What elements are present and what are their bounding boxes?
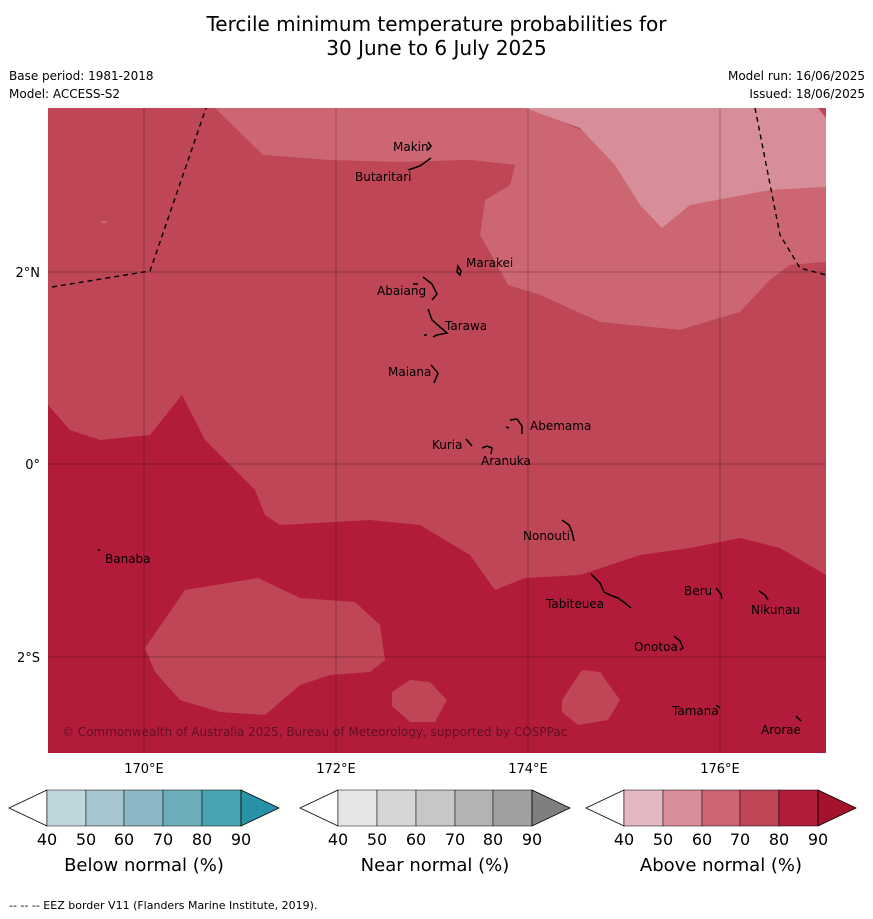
- place-abemama: Abemama: [530, 419, 591, 433]
- colorbar-above-tick: 50: [653, 830, 673, 849]
- colorbar-below-tick: 40: [37, 830, 57, 849]
- lon-label-176: 176°E: [700, 762, 740, 777]
- colorbar-below: 40 50 60 70 80 90 Below normal (%): [8, 789, 280, 876]
- colorbar-above-high: [817, 789, 857, 827]
- axis-labels: 170°E 172°E 174°E 176°E 2°N 0° 2°S: [16, 266, 740, 777]
- colorbar-above-tick: 90: [808, 830, 828, 849]
- colorbar-below-low: [8, 789, 48, 827]
- graticule: [48, 108, 826, 753]
- map-speck: [101, 220, 107, 224]
- colorbar-near-tick: 70: [445, 830, 465, 849]
- lat-label-2s: 2°S: [17, 651, 40, 666]
- colorbar-near-tick: 80: [483, 830, 503, 849]
- map-patch-80-west: [145, 578, 385, 715]
- meta-right: Model run: 16/06/2025 Issued: 18/06/2025: [728, 67, 865, 103]
- map-patch-80-east: [562, 670, 620, 725]
- colorbar-near-tick: 40: [328, 830, 348, 849]
- place-banaba: Banaba: [105, 552, 151, 566]
- place-tamana: Tamana: [671, 704, 719, 718]
- issued-date: Issued: 18/06/2025: [749, 87, 865, 101]
- colorbar-below-seg: [46, 789, 87, 827]
- colorbar-near-seg: [454, 789, 494, 827]
- model-run: Model run: 16/06/2025: [727, 69, 865, 83]
- colorbar-below-tick: 60: [114, 830, 134, 849]
- colorbar-below-tick: 50: [76, 830, 96, 849]
- colorbar-below-tick: 70: [153, 830, 173, 849]
- colorbar-near-seg: [492, 789, 533, 827]
- island-outlines: [97, 141, 802, 722]
- colorbar-below-high: [240, 789, 280, 827]
- colorbar-near-low: [299, 789, 339, 827]
- place-tarawa: Tarawa: [444, 319, 487, 333]
- base-period: Base period: 1981-2018: [9, 69, 154, 83]
- title-line-2: 30 June to 6 July 2025: [326, 36, 547, 60]
- colorbar-near-title: Near normal (%): [361, 855, 510, 876]
- map-fill-70: [215, 108, 826, 330]
- place-tabiteuea: Tabiteuea: [545, 597, 604, 611]
- place-beru: Beru: [684, 584, 712, 598]
- place-onotoa: Onotoa: [634, 640, 678, 654]
- map-fill-60: [525, 108, 826, 228]
- colorbar-above-seg: [739, 789, 780, 827]
- place-makin: Makin: [393, 140, 429, 154]
- map-title: Tercile minimum temperature probabilitie…: [0, 12, 873, 60]
- title-line-1: Tercile minimum temperature probabilitie…: [206, 12, 667, 36]
- colorbar-above-tick: 40: [614, 830, 634, 849]
- colorbar-above-tick: 80: [769, 830, 789, 849]
- lon-label-172: 172°E: [316, 762, 356, 777]
- colorbar-above-low: [585, 789, 625, 827]
- colorbar-above-seg: [623, 789, 664, 827]
- place-aranuka: Aranuka: [481, 454, 531, 468]
- colorbar-below-seg: [85, 789, 125, 827]
- lon-label-174: 174°E: [508, 762, 548, 777]
- place-marakei: Marakei: [466, 256, 513, 270]
- colorbar-above-tick: 70: [730, 830, 750, 849]
- meta-left: Base period: 1981-2018 Model: ACCESS-S2: [9, 67, 154, 103]
- lon-label-170: 170°E: [124, 762, 164, 777]
- place-labels: Makin Butaritari Marakei Abaiang Tarawa …: [105, 140, 801, 737]
- colorbar-above-seg: [701, 789, 741, 827]
- lat-label-2n: 2°N: [16, 266, 41, 281]
- colorbar-below-title: Below normal (%): [64, 855, 224, 876]
- colorbar-above-seg: [778, 789, 819, 827]
- colorbar-below-seg: [201, 789, 242, 827]
- colorbar-above: 40 50 60 70 80 90 Above normal (%): [585, 789, 857, 876]
- lat-label-0: 0°: [25, 458, 40, 473]
- colorbar-above-tick: 60: [692, 830, 712, 849]
- colorbar-near-seg: [415, 789, 456, 827]
- place-nonouti: Nonouti: [523, 529, 570, 543]
- model-name: Model: ACCESS-S2: [9, 87, 121, 101]
- colorbar-below-seg: [123, 789, 164, 827]
- probability-map: Makin Butaritari Marakei Abaiang Tarawa …: [48, 108, 826, 753]
- eez-footnote: -- -- -- EEZ border V11 (Flanders Marine…: [9, 899, 318, 912]
- colorbar-above-seg: [662, 789, 703, 827]
- place-nikunau: Nikunau: [751, 603, 800, 617]
- colorbar-above-title: Above normal (%): [640, 855, 802, 876]
- colorbar-near-tick: 50: [367, 830, 387, 849]
- place-kuria: Kuria: [432, 438, 463, 452]
- place-abaiang: Abaiang: [377, 284, 426, 298]
- place-maiana: Maiana: [388, 365, 431, 379]
- place-arorae: Arorae: [761, 723, 801, 737]
- place-butaritari: Butaritari: [355, 170, 412, 184]
- colorbar-near-tick: 90: [522, 830, 542, 849]
- colorbar-near-tick: 60: [406, 830, 426, 849]
- colorbar-below-tick: 80: [192, 830, 212, 849]
- map-fill-70-mid: [262, 155, 826, 508]
- colorbar-below-tick: 90: [231, 830, 251, 849]
- colorbar-near-high: [531, 789, 571, 827]
- eez-border: [51, 108, 826, 288]
- colorbar-below-seg: [162, 789, 203, 827]
- map-patch-80-centre: [392, 680, 447, 722]
- map-credit: © Commonwealth of Australia 2025, Bureau…: [62, 725, 567, 739]
- colorbar-near-seg: [337, 789, 378, 827]
- colorbar-near: 40 50 60 70 80 90 Near normal (%): [299, 789, 571, 876]
- colorbar-near-seg: [376, 789, 417, 827]
